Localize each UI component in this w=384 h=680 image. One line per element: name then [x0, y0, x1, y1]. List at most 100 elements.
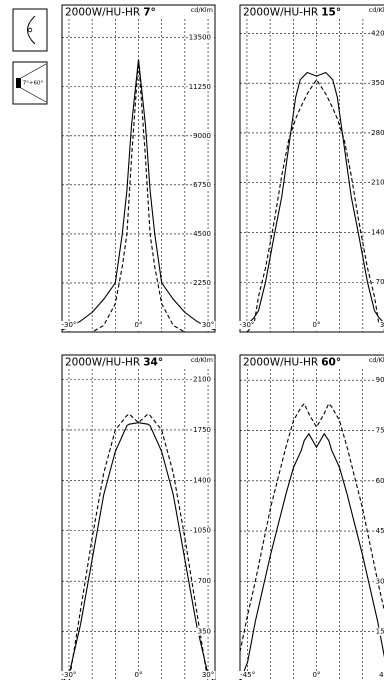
chart-title: 2000W/HU-HR 7°	[65, 7, 156, 19]
y-tick-label: 2100	[193, 375, 211, 383]
title-text: 2000W/HU-HR	[243, 7, 318, 19]
label-bg	[200, 321, 216, 329]
x-tick-label: 0°	[135, 671, 143, 679]
label-bg	[192, 375, 212, 384]
x-tick-label: -30°	[61, 321, 76, 329]
x-tick-label: 30°	[202, 321, 214, 329]
y-tick-label: 600	[376, 477, 384, 485]
title-angle: 7°	[143, 7, 156, 19]
solid-curve	[240, 432, 384, 680]
y-tick-label: 4500	[193, 230, 211, 238]
y-tick-label: 13500	[189, 34, 211, 42]
solid-curve	[246, 71, 384, 326]
chart-panel: 2250 4500 6750 9000 11250 13500 -30° 0° 30° 2000W…	[60, 4, 216, 333]
unit-label: cd/Klm	[191, 356, 213, 364]
y-tick-label: 1400	[371, 228, 384, 236]
solid-curve	[63, 422, 214, 680]
x-tick-label: 45°	[379, 671, 384, 679]
reflector-icon	[27, 15, 36, 45]
label-bg	[200, 671, 216, 679]
label-bg	[370, 178, 384, 187]
label-bg	[192, 180, 212, 189]
x-tick-label: 30°	[202, 671, 214, 679]
dashed-curve	[246, 78, 384, 333]
label-bg	[378, 321, 384, 329]
label-bg	[370, 128, 384, 137]
label-bg	[311, 321, 322, 329]
y-tick-label: 6750	[193, 181, 211, 189]
label-bg	[374, 577, 384, 586]
icon-frame	[12, 61, 48, 105]
label-bg	[60, 321, 78, 329]
y-tick-label: 700	[198, 577, 211, 585]
unit-label: cd/Klm	[191, 6, 213, 14]
y-tick-label: 2800	[371, 129, 384, 137]
title-text: 2000W/HU-HR	[65, 7, 140, 19]
chart-title: 2000W/HU-HR 15°	[243, 7, 341, 19]
title-text: 2000W/HU-HR	[243, 357, 318, 369]
label-bg	[370, 79, 384, 88]
y-tick-label: 150	[376, 628, 384, 636]
label-bg	[370, 29, 384, 38]
chart-panel: 350 700 1050 1400 1750 2100 -30° 0° 30° 2000W/HU-…	[60, 354, 216, 680]
icons: 7°÷60°	[12, 8, 48, 105]
label-bg	[374, 527, 384, 536]
label-bg	[370, 228, 384, 237]
title-angle: 15°	[321, 7, 341, 19]
label-bg	[192, 526, 212, 535]
label-bg	[311, 671, 322, 679]
y-tick-label: 3500	[371, 79, 384, 87]
y-tick-label: 700	[376, 278, 384, 286]
lamp-icon	[27, 27, 33, 33]
beam-label: 7°÷60°	[23, 81, 44, 87]
x-tick-label: 0°	[135, 321, 143, 329]
y-tick-label: 11250	[189, 83, 211, 91]
label-bg	[196, 627, 212, 636]
x-tick-label: 30°	[380, 321, 384, 329]
label-bg	[374, 376, 384, 385]
title-angle: 34°	[143, 357, 163, 369]
unit-label: cd/Klm	[369, 6, 384, 14]
chart-title: 2000W/HU-HR 60°	[243, 357, 341, 369]
x-tick-label: 0°	[313, 671, 321, 679]
y-tick-label: 350	[198, 628, 211, 636]
label-bg	[196, 577, 212, 586]
title-text: 2000W/HU-HR	[65, 357, 140, 369]
icon-frame	[12, 8, 48, 52]
label-bg	[60, 671, 78, 679]
chart-title: 2000W/HU-HR 34°	[65, 357, 163, 369]
x-tick-label: -45°	[240, 671, 255, 679]
y-tick-label: 1400	[193, 476, 211, 484]
title-bg	[240, 5, 384, 19]
title-bg	[240, 355, 384, 369]
title-bg	[62, 355, 215, 369]
x-tick-label: 0°	[313, 321, 321, 329]
label-bg	[374, 476, 384, 485]
y-tick-label: 1050	[193, 527, 211, 535]
label-bg	[192, 278, 212, 287]
label-bg	[187, 33, 212, 42]
label-bg	[192, 229, 212, 238]
panel-frame	[239, 4, 384, 333]
label-bg	[378, 671, 384, 679]
y-tick-label: 750	[376, 426, 384, 434]
panel-frame	[239, 354, 384, 680]
label-bg	[192, 131, 212, 140]
label-bg	[133, 321, 144, 329]
label-bg	[187, 82, 212, 91]
label-bg	[238, 321, 256, 329]
y-tick-label: 900	[376, 376, 384, 384]
y-tick-label: 450	[376, 527, 384, 535]
label-bg	[374, 278, 384, 287]
x-tick-label: -30°	[61, 671, 76, 679]
title-bg	[62, 5, 215, 19]
y-tick-label: 2250	[193, 279, 211, 287]
unit-label: cd/Klm	[369, 356, 384, 364]
y-tick-label: 2100	[371, 179, 384, 187]
label-bg	[374, 627, 384, 636]
beam-icon	[20, 63, 47, 103]
label-bg	[374, 426, 384, 435]
